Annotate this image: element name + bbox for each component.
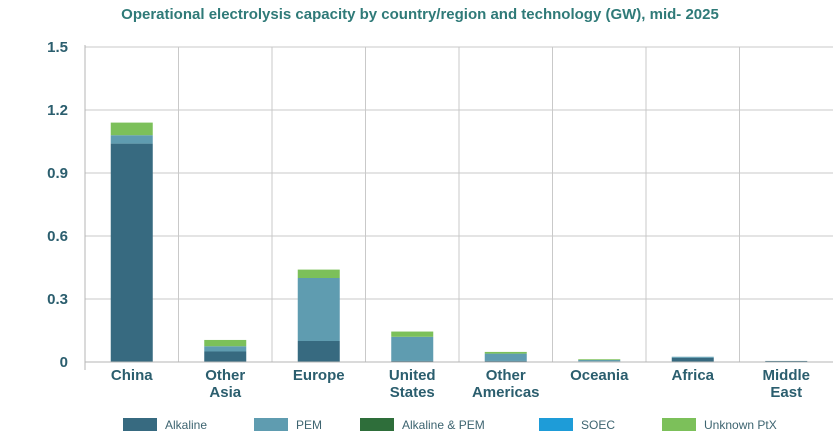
x-tick-label-line: Middle	[763, 367, 811, 384]
bar-pem	[578, 359, 621, 362]
bar-alkaline	[671, 357, 714, 362]
y-tick-label: 0.6	[47, 228, 68, 245]
y-tick-label: 1.2	[47, 102, 68, 119]
chart-title: Operational electrolysis capacity by cou…	[121, 6, 719, 23]
bar-unknown-ptx	[391, 331, 434, 337]
bar-alkaline	[297, 341, 340, 362]
y-tick-label: 0	[60, 354, 68, 371]
bar-pem	[391, 336, 434, 361]
bar-unknown-ptx	[110, 122, 153, 136]
bar-pem	[204, 346, 247, 352]
x-tick-label-line: China	[111, 367, 153, 384]
legend-label: Unknown PtX	[704, 418, 777, 432]
x-tick-label-line: United	[389, 367, 436, 384]
x-tick-label-line: Oceania	[570, 367, 629, 384]
x-tick-label: Other Americas	[472, 367, 540, 401]
legend-label: Alkaline	[165, 418, 207, 432]
y-tick-label: 1.5	[47, 39, 68, 56]
bar-unknown-ptx	[578, 359, 621, 361]
legend-swatch	[254, 418, 288, 431]
x-tick-label: China	[111, 367, 153, 384]
x-tick-label: Other Asia	[205, 367, 245, 401]
x-tick-label-line: States	[390, 384, 435, 401]
x-tick-label-line: Europe	[293, 367, 345, 384]
bar-alkaline	[204, 351, 247, 362]
y-tick-label: 0.3	[47, 291, 68, 308]
bar-pem	[297, 278, 340, 341]
x-tick-label-line: East	[770, 384, 802, 401]
bar-pem	[110, 135, 153, 144]
legend-swatch	[123, 418, 157, 431]
legend-swatch	[662, 418, 696, 431]
x-tick-label-line: Africa	[671, 367, 714, 384]
y-tick-label: 0.9	[47, 165, 68, 182]
bar-pem	[671, 356, 714, 358]
x-tick-label: Africa	[671, 367, 714, 384]
legend-label: Alkaline & PEM	[402, 418, 485, 432]
bar-alkaline	[110, 143, 153, 362]
legend-label: PEM	[296, 418, 322, 432]
x-tick-label: United States	[389, 367, 436, 401]
legend-swatch	[360, 418, 394, 431]
x-tick-label: Europe	[293, 367, 345, 384]
bar-pem	[484, 353, 527, 361]
legend: Alkaline PEM Alkaline & PEM SOEC Unknown PtX	[123, 418, 777, 432]
grid	[85, 46, 833, 363]
x-tick-label: Oceania	[570, 367, 629, 384]
legend-label: SOEC	[581, 418, 615, 432]
bars	[110, 122, 808, 363]
bar-unknown-ptx	[297, 269, 340, 278]
x-tick-label-line: Other	[205, 367, 245, 384]
x-tick-label-line: Other	[486, 367, 526, 384]
bar-alkaline	[484, 360, 527, 362]
x-tick-label-line: Asia	[209, 384, 241, 401]
x-tick-label-line: Americas	[472, 384, 540, 401]
bar-unknown-ptx	[484, 351, 527, 354]
bar-alkaline	[391, 360, 434, 362]
bar-alkaline	[765, 360, 808, 362]
legend-swatch	[539, 418, 573, 431]
bar-unknown-ptx	[204, 339, 247, 347]
x-tick-label: Middle East	[763, 367, 811, 401]
